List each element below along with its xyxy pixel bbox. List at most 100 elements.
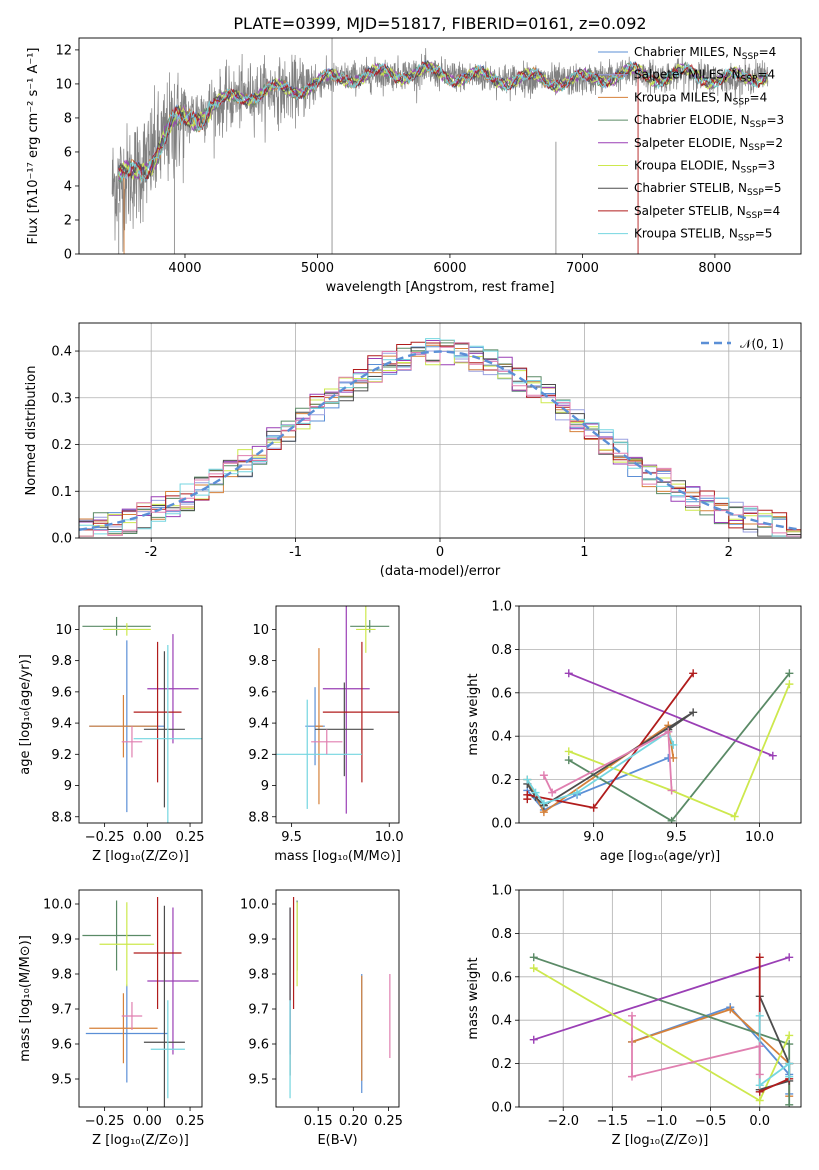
legend-label-sub: SSP xyxy=(741,75,758,85)
x-tick-label: 5000 xyxy=(301,261,334,276)
tick-marks xyxy=(75,629,191,827)
legend-label-name: Salpeter ELODIE, N xyxy=(634,136,748,150)
legend-label-n: =4 xyxy=(757,68,775,82)
y-tick-label: 0.8 xyxy=(491,927,512,942)
weight-marker xyxy=(785,669,794,678)
legend-label-name: Salpeter MILES, N xyxy=(634,68,741,82)
weight-marker xyxy=(785,953,794,962)
axes-frame xyxy=(78,605,203,824)
model-line-7 xyxy=(118,61,768,180)
plot-area xyxy=(79,890,202,1107)
y-tick-label: 1.0 xyxy=(491,600,512,615)
legend-label-sub: SSP xyxy=(742,52,759,62)
x-tick-label: 9.5 xyxy=(281,830,302,845)
y-tick-label: 9.6 xyxy=(51,1038,72,1053)
x-tick-label: −0.5 xyxy=(695,1114,727,1129)
plot-area xyxy=(519,605,801,824)
x-tick-label: 0.25 xyxy=(176,830,205,845)
mass-vs-z-panel: −0.25 0.00 0.25 9.5 9.6 9.7 9.8 9.9 10.0 Z [log₁₀… xyxy=(18,889,205,1148)
y-tick-label: 9.4 xyxy=(248,717,269,732)
y-tick-label: 9.9 xyxy=(248,933,269,948)
y-tick-label: 8 xyxy=(64,111,72,126)
y-tick-label: 0.8 xyxy=(491,643,512,658)
weight-marker xyxy=(730,812,739,821)
mass-weight-vs-z-panel: −2.0 −1.5 −1.0 −0.5 0.0 0.0 0.2 0.4 0.6 0.8 1.0 Z [… xyxy=(466,884,802,1148)
y-axis-label: age [log₁₀(age/yr)] xyxy=(18,654,33,775)
weight-marker xyxy=(564,669,573,678)
plot-area xyxy=(276,606,399,823)
x-axis-label: age [log₁₀(age/yr)] xyxy=(600,849,721,864)
y-tick-label: 0.2 xyxy=(51,438,72,453)
legend-label-sub: SSP xyxy=(747,188,764,198)
y-tick-label: 0.0 xyxy=(491,1101,512,1116)
legend-label-name: Kroupa STELIB, N xyxy=(634,227,738,241)
y-tick-label: 0.4 xyxy=(51,345,72,360)
x-tick-label: 0.25 xyxy=(374,1114,403,1129)
y-tick-label: 9.8 xyxy=(248,654,269,669)
y-tick-label: 9.7 xyxy=(51,1003,72,1018)
weight-marker xyxy=(564,747,573,756)
legend-label-n: =4 xyxy=(750,90,768,104)
axes-frame xyxy=(78,889,203,1108)
x-axis-label: Z [log₁₀(Z/Z⊙)] xyxy=(612,1133,709,1148)
x-tick-label: 1 xyxy=(580,545,588,560)
plot-area xyxy=(276,890,399,1107)
y-tick-label: 9.5 xyxy=(248,1073,269,1088)
legend-label-name: Chabrier MILES, N xyxy=(634,45,742,59)
y-tick-label: 12 xyxy=(55,43,72,58)
x-tick-label: 10.0 xyxy=(745,830,774,845)
axes-frame xyxy=(275,889,400,1108)
y-axis-label: mass [log₁₀(M/M⊙)] xyxy=(18,935,33,1062)
axes-background xyxy=(519,606,801,823)
weight-series-3 xyxy=(533,956,790,1041)
legend-label: Kroupa ELODIE, NSSP=3 xyxy=(634,159,775,176)
weight-marker xyxy=(529,953,538,962)
weight-marker xyxy=(726,1005,735,1014)
y-tick-label: 10.0 xyxy=(240,898,269,913)
x-tick-label: 0 xyxy=(436,545,444,560)
axes-frame xyxy=(518,889,802,1108)
weight-marker xyxy=(627,1072,636,1081)
weight-marker xyxy=(664,727,673,736)
x-axis-label: wavelength [Angstrom, rest frame] xyxy=(326,280,555,295)
x-axis-label: (data-model)/error xyxy=(380,564,501,579)
y-tick-label: 0 xyxy=(64,248,72,263)
y-tick-label: 10 xyxy=(55,623,72,638)
x-axis-label: Z [log₁₀(Z/Z⊙)] xyxy=(92,849,189,864)
x-tick-label: 0.00 xyxy=(133,830,162,845)
histogram-series-7 xyxy=(79,341,801,538)
weight-marker xyxy=(785,1100,794,1107)
weight-marker xyxy=(589,803,598,812)
x-tick-label: 0.20 xyxy=(339,1114,368,1129)
axes-background xyxy=(79,890,202,1107)
weight-series-8 xyxy=(543,730,673,794)
x-axis-label: mass [log₁₀(M/M⊙)] xyxy=(274,849,401,864)
legend-label-name: Salpeter STELIB, N xyxy=(634,204,746,218)
legend-label: Salpeter MILES, NSSP=4 xyxy=(634,68,775,85)
legend-label-sub: SSP xyxy=(750,120,767,130)
tick-marks xyxy=(75,903,191,1111)
legend-label-sub: SSP xyxy=(746,211,763,221)
weight-marker xyxy=(573,788,582,797)
x-tick-label: 9.5 xyxy=(666,830,687,845)
y-tick-label: 9.6 xyxy=(51,685,72,700)
legend-label-n: =4 xyxy=(759,45,777,59)
data-layer xyxy=(276,606,399,814)
y-axis-label: Normed distribution xyxy=(24,366,39,496)
legend-label-sub: SSP xyxy=(733,97,750,107)
weight-marker xyxy=(785,680,794,689)
y-tick-label: 10 xyxy=(55,77,72,92)
data-layer xyxy=(111,38,769,254)
y-tick-label: 1.0 xyxy=(491,884,512,899)
y-tick-label: 9 xyxy=(64,779,72,794)
y-tick-label: 4 xyxy=(64,179,72,194)
weight-marker xyxy=(755,953,764,962)
model-line-8 xyxy=(118,60,768,183)
legend-label-name: Chabrier STELIB, N xyxy=(634,181,747,195)
x-tick-label: 4000 xyxy=(168,261,201,276)
age-vs-mass-panel: 9.5 10.0 8.8 9 9.2 9.4 9.6 9.8 10 mass [log₁₀(M/M… xyxy=(248,605,404,864)
y-tick-label: 0.0 xyxy=(491,817,512,832)
x-tick-label: 2 xyxy=(725,545,733,560)
